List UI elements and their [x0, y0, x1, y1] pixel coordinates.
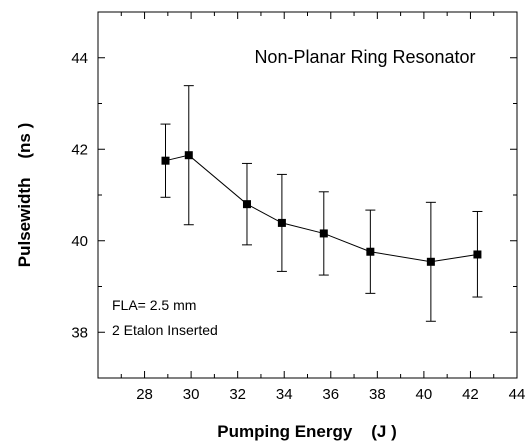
x-tick-label: 32: [229, 386, 246, 403]
data-point: [426, 257, 435, 266]
x-tick-label: 38: [369, 386, 386, 403]
x-tick-label: 42: [462, 386, 479, 403]
y-axis-ticks: 38 40 42 44: [71, 11, 517, 379]
y-tick-label: 38: [71, 324, 88, 341]
y-tick-label: 42: [71, 141, 88, 158]
data-point: [161, 156, 170, 165]
series-line-group: [165, 154, 478, 263]
data-point: [473, 250, 482, 259]
y-axis-label: Pulsewidth (ns ): [15, 123, 34, 268]
x-tick-label: 44: [509, 386, 526, 403]
data-point: [319, 229, 328, 238]
x-axis-label: Pumping Energy (J ): [217, 422, 396, 441]
annotation-etalon: 2 Etalon Inserted: [112, 322, 218, 338]
data-point: [184, 151, 193, 160]
y-tick-label: 44: [71, 50, 88, 67]
data-points: [161, 151, 482, 266]
chart-title: Non-Planar Ring Resonator: [254, 47, 475, 67]
x-tick-label: 30: [183, 386, 200, 403]
data-point: [277, 218, 286, 227]
error-bars: [160, 85, 483, 322]
data-point: [242, 200, 251, 209]
x-tick-label: 40: [416, 386, 433, 403]
x-tick-label: 36: [322, 386, 339, 403]
series-line: [165, 154, 478, 263]
y-tick-label: 40: [71, 233, 88, 250]
x-tick-label: 28: [136, 386, 153, 403]
data-point: [366, 247, 375, 256]
x-tick-label: 34: [276, 386, 293, 403]
annotation-fla: FLA= 2.5 mm: [112, 297, 196, 313]
x-axis-ticks: 28 30 32 34 36 38 40 42 44: [120, 12, 526, 403]
